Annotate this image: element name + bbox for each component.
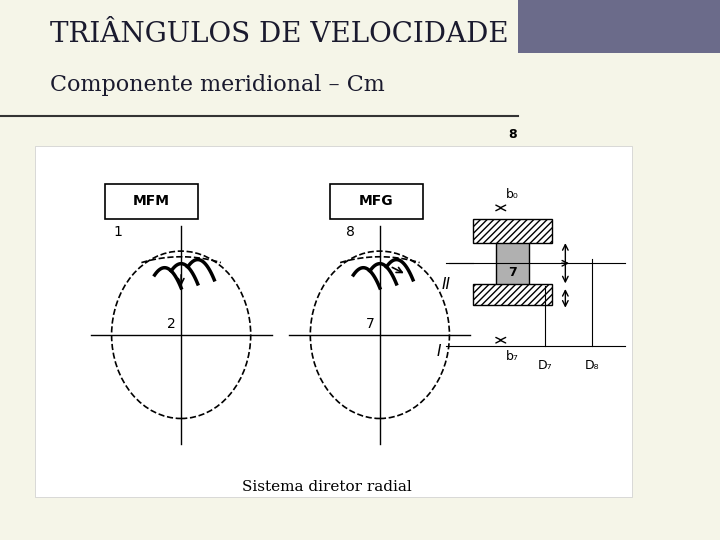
Text: D₈: D₈ (585, 359, 599, 372)
Text: 2: 2 (167, 317, 176, 331)
FancyBboxPatch shape (518, 0, 720, 53)
Text: Sistema diretor radial: Sistema diretor radial (242, 480, 412, 494)
Bar (472, 284, 552, 305)
FancyBboxPatch shape (35, 146, 631, 497)
FancyBboxPatch shape (330, 184, 423, 219)
Bar (472, 219, 552, 243)
Text: D₇: D₇ (538, 359, 553, 372)
Text: b₀: b₀ (506, 188, 518, 201)
Text: 7: 7 (508, 266, 517, 279)
Text: 8: 8 (508, 129, 517, 141)
FancyBboxPatch shape (105, 184, 198, 219)
Text: II: II (441, 277, 451, 292)
Bar (496, 240, 529, 286)
Text: 1: 1 (114, 225, 122, 239)
Text: 8: 8 (346, 225, 354, 239)
Text: MFG: MFG (359, 194, 394, 208)
Text: 7: 7 (366, 317, 374, 331)
Text: MFM: MFM (133, 194, 170, 208)
Text: I: I (437, 343, 441, 359)
Text: TRIÂNGULOS DE VELOCIDADE: TRIÂNGULOS DE VELOCIDADE (50, 22, 509, 49)
Text: b₇: b₇ (506, 350, 519, 363)
Text: Componente meridional – Cm: Componente meridional – Cm (50, 73, 385, 96)
